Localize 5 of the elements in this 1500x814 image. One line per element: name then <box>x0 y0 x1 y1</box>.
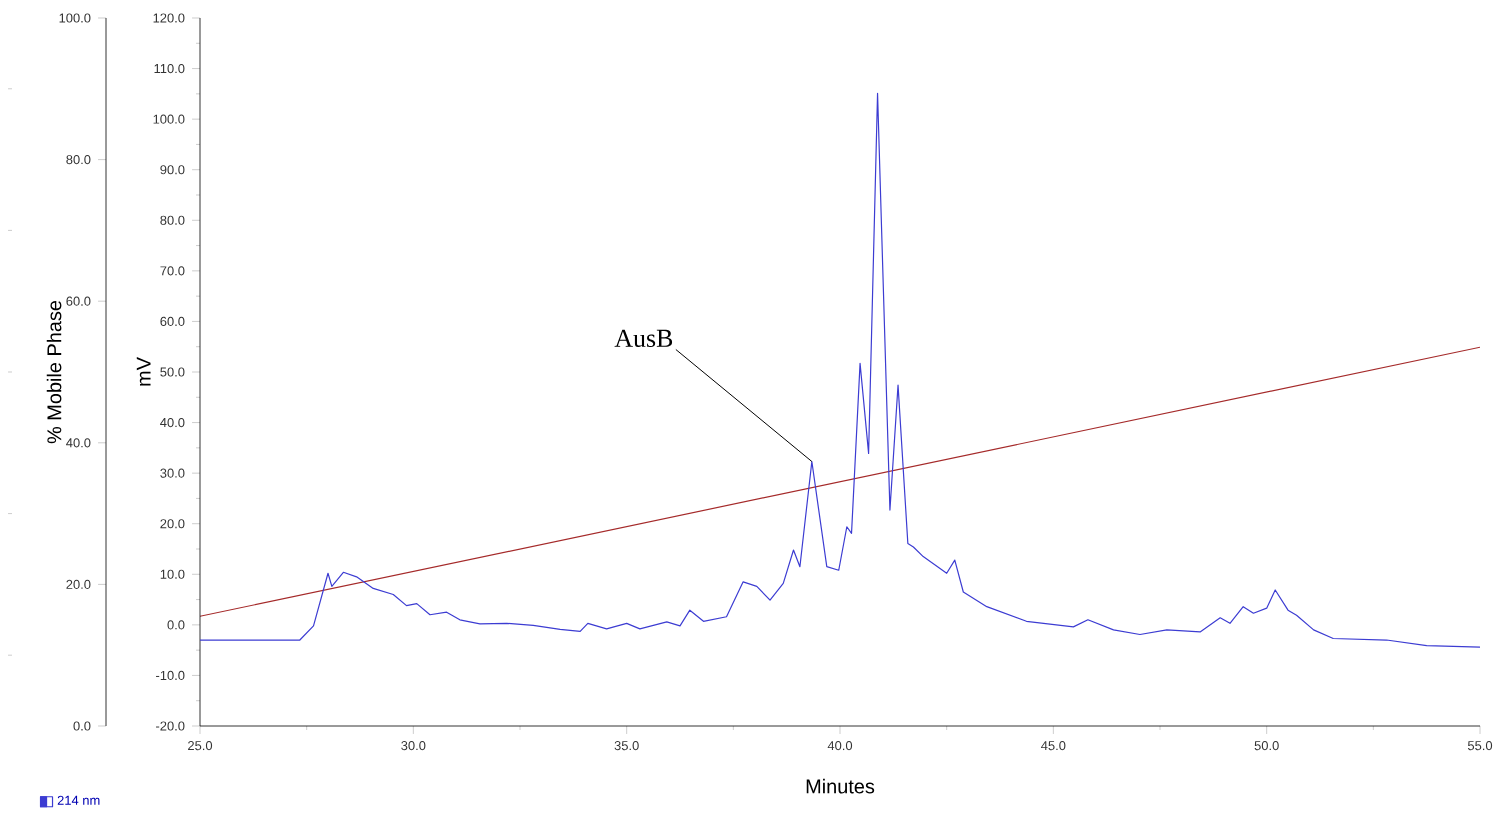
annotation: AusB <box>614 329 673 348</box>
line-series <box>200 92 1481 648</box>
y2-axis-title: % Mobile Phase <box>46 300 62 444</box>
x-axis-title: Minutes <box>806 778 875 794</box>
y-axis-title: mV <box>136 357 151 386</box>
